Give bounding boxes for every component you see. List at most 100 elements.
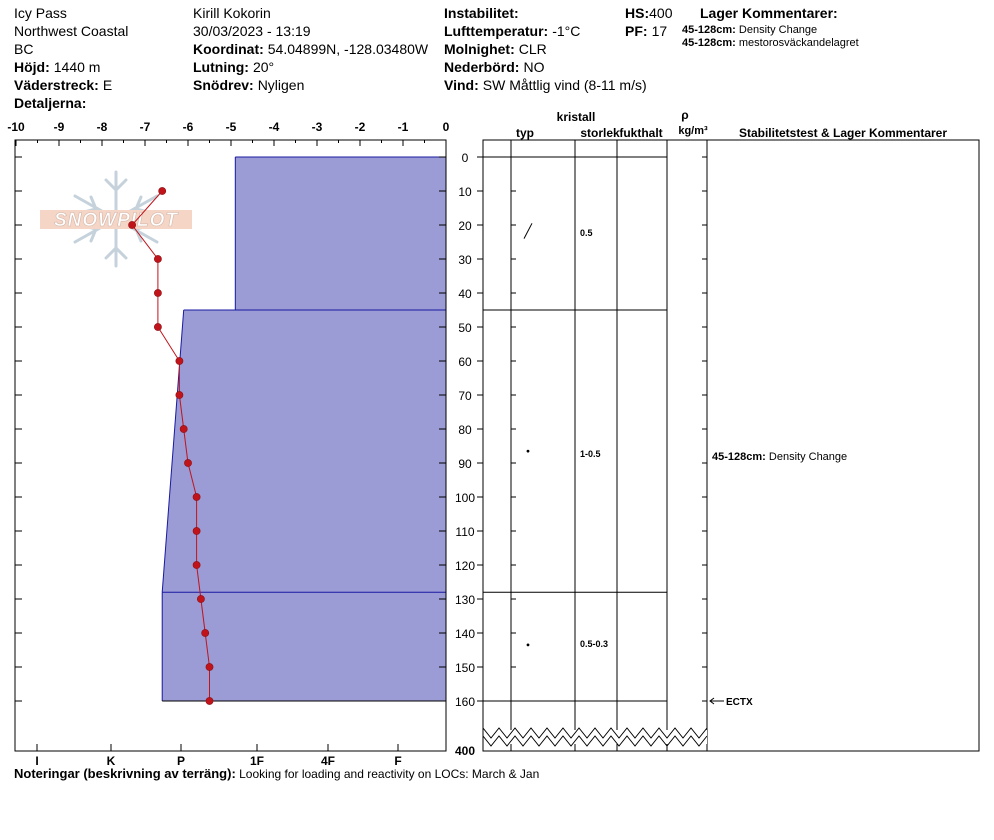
column-rho-header: ρ <box>681 108 688 122</box>
depth-tick-label: 130 <box>455 593 475 607</box>
temp-tick-label: -3 <box>312 120 323 134</box>
column-crystal-header: kristall <box>557 110 596 124</box>
axes: -10 -9 -8 -7 -6 -5 -4 -3 -2 -1 0010203040506070809… <box>7 120 475 768</box>
depth-tick-label: 160 <box>455 695 475 709</box>
region: Northwest Coastal <box>14 23 129 39</box>
layer-comments-title-text: Lager Kommentarer: <box>700 5 838 21</box>
coord-value: 54.04899N, -128.03480W <box>267 41 429 57</box>
temperature-point <box>175 357 184 365</box>
temperature-point <box>153 323 162 331</box>
slope-label: Lutning: <box>193 59 249 75</box>
layer-comment-2-range: 45-128cm: <box>682 37 736 49</box>
sky-value: CLR <box>518 41 547 57</box>
hardness-label: F <box>394 754 401 768</box>
temperature-point <box>192 493 201 501</box>
depth-tick-label: 10 <box>458 185 472 199</box>
hardness-layer-3 <box>162 592 446 701</box>
aspect-label: Väderstreck: <box>14 77 99 93</box>
crystal-type-dot-icon <box>526 643 530 647</box>
aspect: Väderstreck: E <box>14 76 128 94</box>
temperature-point <box>184 459 192 467</box>
details-label: Detaljerna: <box>14 95 87 111</box>
precipitation: Nederbörd: NO <box>444 58 647 76</box>
depth-tick-label: 30 <box>458 253 472 267</box>
stability-comment: 45-128cm: Density Change <box>712 451 847 463</box>
temperature-point <box>175 391 184 399</box>
elevation-value: 1440 m <box>53 59 101 75</box>
notes-label: Noteringar (beskrivning av terräng): <box>14 766 236 781</box>
air-temp-value: -1°C <box>552 23 581 39</box>
sky-cover: Molnighet: CLR <box>444 40 647 58</box>
layer-comments-title: Lager Kommentarer: <box>700 4 838 22</box>
stability-comment-range: 45-128cm: <box>712 451 766 463</box>
crystal-type-dot-icon <box>526 449 530 453</box>
crystal-type-slash-icon <box>523 223 533 239</box>
layer-comment-1: 45-128cm: Density Change <box>682 24 817 37</box>
crystal-size-label: 0.5 <box>580 228 593 238</box>
wind-value: SW Måttlig vind (8-11 m/s) <box>482 77 647 93</box>
temp-tick-label: 0 <box>443 120 450 134</box>
arrow-head-icon <box>709 697 715 705</box>
slope: Lutning: 20° <box>193 58 428 76</box>
column-moisture-header: fukthalt <box>619 126 662 140</box>
depth-tick-label: 140 <box>455 627 475 641</box>
snowpilot-watermark: SNOWPILOT <box>40 170 192 268</box>
aspect-value: E <box>102 77 113 93</box>
province: BC <box>14 41 34 57</box>
layer-comment-1-text: Density Change <box>738 24 818 36</box>
air-temperature: Lufttemperatur: -1°C <box>444 22 647 40</box>
drift-label: Snödrev: <box>193 77 254 93</box>
hardness-label: K <box>107 754 116 768</box>
temp-tick-label: -10 <box>7 120 25 134</box>
details: Detaljerna: <box>14 94 128 112</box>
plot-area <box>128 156 446 705</box>
depth-tick-label: 40 <box>458 287 472 301</box>
pf-value: 17 <box>651 23 668 39</box>
layer-table: kristall typ storlek fukthalt ρ kg/m³ Stabilit… <box>477 108 980 752</box>
hardness-layer-2 <box>162 310 446 593</box>
watermark-band <box>40 210 192 229</box>
temp-tick-label: -5 <box>226 120 237 134</box>
sky-label: Molnighet: <box>444 41 515 57</box>
bottom-depth-label: 400 <box>455 744 475 758</box>
temperature-point <box>201 629 210 637</box>
instability-label: Instabilitet: <box>444 5 519 21</box>
temp-tick-label: -6 <box>183 120 194 134</box>
hardness-label: I <box>35 754 38 768</box>
temperature-point <box>128 221 136 229</box>
temp-tick-label: -2 <box>355 120 366 134</box>
weather-block: Instabilitet: Lufttemperatur: -1°C Molnig… <box>444 4 647 94</box>
hardness-layer-1 <box>235 157 446 310</box>
temp-tick-label: -8 <box>97 120 108 134</box>
break-zigzag-bottom <box>482 735 708 747</box>
depth-tick-label: 60 <box>458 355 472 369</box>
location-name: Icy Pass <box>14 5 67 21</box>
hs-label: HS: <box>625 5 650 21</box>
table-frame <box>482 139 980 752</box>
location-block: Icy Pass Northwest Coastal BC Höjd: 1440 … <box>14 4 128 112</box>
coord-label: Koordinat: <box>193 41 264 57</box>
instability: Instabilitet: <box>444 4 647 22</box>
stability-comment-text: Density Change <box>766 451 847 463</box>
temp-tick-label: -9 <box>54 120 65 134</box>
temperature-point <box>192 561 201 569</box>
temperature-point <box>192 527 201 535</box>
temperature-point <box>153 289 162 297</box>
stability-test-label: ECTX <box>726 697 753 708</box>
depth-tick-label: 50 <box>458 321 472 335</box>
temp-tick-label: -1 <box>398 120 409 134</box>
hardness-label: 1F <box>250 754 264 768</box>
notes: Noteringar (beskrivning av terräng): Loo… <box>14 766 539 781</box>
crystal-size-label: 0.5-0.3 <box>580 639 608 649</box>
layer-left-edge-2 <box>161 309 185 593</box>
hs-value: 400 <box>649 5 673 21</box>
wind-loading: Snödrev: Nyligen <box>193 76 428 94</box>
coordinates: Koordinat: 54.04899N, -128.03480W <box>193 40 428 58</box>
temperature-point <box>196 595 205 603</box>
depth-tick-label: 70 <box>458 389 472 403</box>
air-temp-label: Lufttemperatur: <box>444 23 549 39</box>
depth-tick-label: 80 <box>458 423 472 437</box>
pf: PF: 17 <box>625 22 672 40</box>
temperature-point <box>158 187 167 195</box>
